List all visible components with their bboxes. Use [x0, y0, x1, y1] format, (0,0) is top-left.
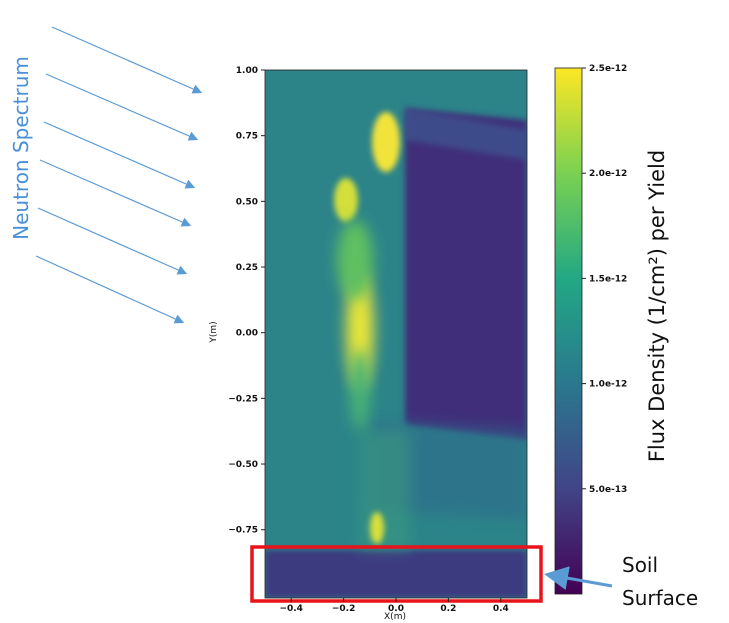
heatmap-field: [265, 70, 527, 598]
y-tick-label: 1.00: [236, 66, 258, 76]
x-axis-label: X(m): [384, 612, 406, 622]
soil-arrow: [544, 566, 613, 590]
y-tick-label: −0.75: [228, 526, 258, 536]
soil-label: Soil: [622, 553, 658, 577]
x-tick-label: 0.2: [440, 604, 456, 614]
colorbar-tick-label: 1.5e-12: [589, 274, 627, 284]
y-tick-label: 0.75: [236, 132, 258, 142]
colorbar-tick-label: 5.0e-13: [589, 485, 627, 495]
y-tick-label: −0.50: [228, 460, 258, 470]
y-tick-label: −0.25: [228, 394, 258, 404]
y-tick-label: 0.50: [236, 197, 258, 207]
x-tick-label: 0.4: [493, 604, 509, 614]
neutron-arrows: [35, 26, 203, 324]
y-tick-label: 0.25: [236, 263, 258, 273]
soil-label: Surface: [622, 586, 698, 610]
y-tick-label: 0.00: [236, 329, 258, 339]
neutron-spectrum-label: Neutron Spectrum: [9, 56, 33, 240]
x-tick-label: −0.2: [332, 604, 355, 614]
y-axis-label: Y(m): [209, 321, 219, 343]
colorbar: [554, 67, 583, 595]
colorbar-label: Flux Density (1/cm²) per Yield: [645, 150, 669, 462]
colorbar-tick-label: 1.0e-12: [589, 380, 627, 390]
x-tick-label: 0.0: [388, 604, 404, 614]
colorbar-tick-label: 2.5e-12: [589, 64, 627, 74]
colorbar-tick-label: 2.0e-12: [589, 169, 627, 179]
x-tick-label: −0.4: [279, 604, 302, 614]
